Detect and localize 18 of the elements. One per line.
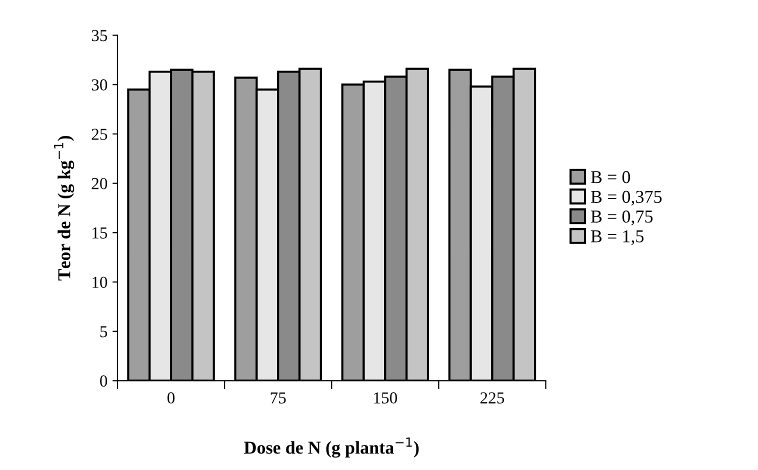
x-tick-label: 150: [374, 392, 398, 404]
legend-label: B = 0: [590, 171, 630, 184]
x-tick-label: 0: [167, 392, 175, 404]
x-axis-title: Dose de N (g planta$^{−1}$): [244, 437, 419, 458]
y-tick-label: 5: [100, 326, 108, 338]
y-tick-label: 25: [92, 128, 108, 140]
y-tick-label: 30: [92, 79, 108, 91]
x-tick-label: 75: [270, 392, 286, 404]
y-tick-label: 20: [92, 178, 108, 190]
y-tick-label: 35: [92, 30, 108, 42]
y-tick-label: 15: [92, 227, 108, 239]
y-tick-label: 0: [100, 375, 108, 387]
y-tick-label: 10: [92, 276, 108, 288]
legend-label: B = 0,75: [590, 210, 653, 226]
legend-label: B = 0,375: [590, 190, 662, 206]
y-axis-title: Teor de N (g kg$^{−1}$): [54, 136, 74, 281]
x-tick-label: 225: [480, 392, 504, 404]
legend-label: B = 1,5: [590, 230, 644, 246]
